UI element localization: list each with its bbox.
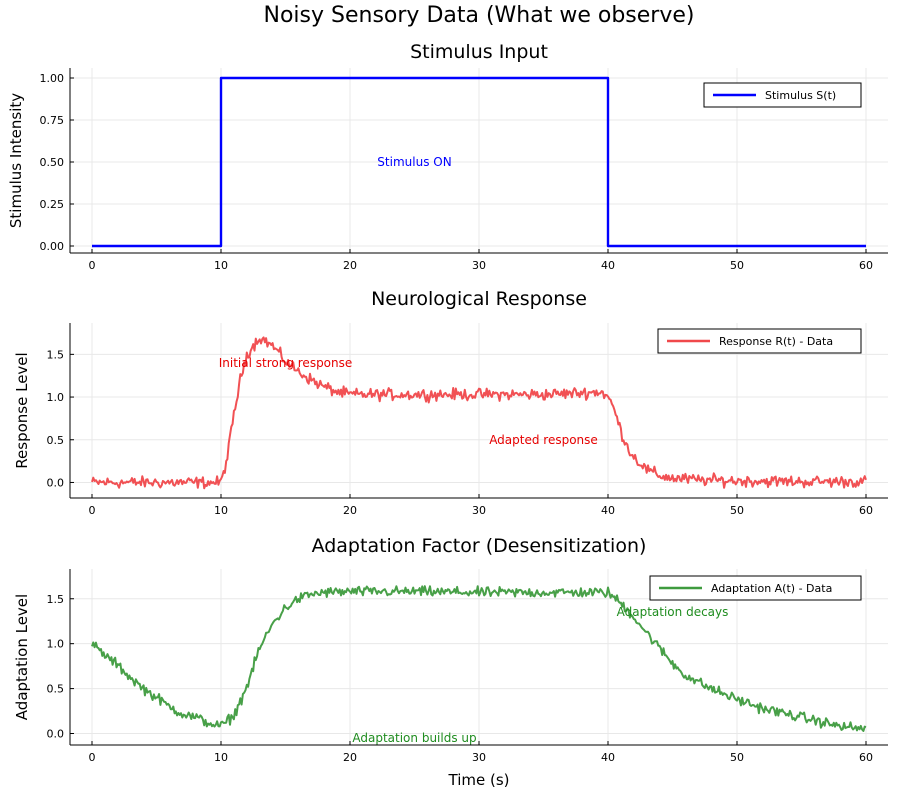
y-tick-label: 0.50 (40, 156, 65, 169)
y-tick-label: 0.00 (40, 240, 65, 253)
y-tick-label: 1.5 (47, 593, 65, 606)
x-tick-label: 0 (89, 259, 96, 272)
y-tick-label: 0.0 (47, 476, 65, 489)
x-tick-label: 10 (214, 751, 228, 764)
annotation: Adapted response (489, 433, 598, 447)
x-tick-label: 60 (859, 504, 873, 517)
y-tick-label: 1.00 (40, 72, 65, 85)
y-axis-label-response: Response Level (13, 352, 31, 468)
series-line-adaptation (91, 585, 867, 732)
legend-label-adaptation: Adaptation A(t) - Data (711, 582, 832, 595)
legend-label-stimulus: Stimulus S(t) (765, 89, 836, 102)
x-tick-label: 50 (730, 259, 744, 272)
x-tick-label: 0 (89, 751, 96, 764)
x-tick-label: 20 (343, 259, 357, 272)
series-line-response (91, 336, 867, 490)
x-tick-label: 60 (859, 259, 873, 272)
x-tick-label: 40 (601, 751, 615, 764)
panel-title-adaptation: Adaptation Factor (Desensitization) (312, 535, 647, 557)
panel-title-response: Neurological Response (371, 288, 587, 310)
y-tick-label: 0.5 (47, 683, 65, 696)
x-tick-label: 50 (730, 504, 744, 517)
y-tick-label: 0.25 (40, 198, 65, 211)
y-axis-label-adaptation: Adaptation Level (13, 594, 31, 720)
x-tick-label: 10 (214, 504, 228, 517)
annotation: Stimulus ON (377, 155, 451, 169)
x-tick-label: 10 (214, 259, 228, 272)
panel-stimulus: Stimulus Input 0 10 20 30 40 50 60 0.00 0.25 0.50 0… (7, 41, 888, 272)
y-tick-label: 0.0 (47, 728, 65, 741)
panel-title-stimulus: Stimulus Input (410, 41, 548, 63)
annotation: Initial strong response (219, 356, 353, 370)
x-tick-label: 50 (730, 751, 744, 764)
annotation: Adaptation builds up (352, 731, 476, 745)
x-tick-label: 20 (343, 751, 357, 764)
y-axis-label-stimulus: Stimulus Intensity (7, 93, 25, 228)
panel-adaptation: Adaptation Factor (Desensitization) 0 10 20… (13, 535, 888, 764)
x-tick-label: 30 (472, 259, 486, 272)
y-tick-label: 0.75 (40, 114, 65, 127)
panel-response: Neurological Response 0 10 20 30 40 50 60 0.0 0.5… (13, 288, 888, 517)
x-tick-label: 40 (601, 504, 615, 517)
legend-label-response: Response R(t) - Data (719, 335, 833, 348)
y-tick-label: 1.5 (47, 348, 65, 361)
annotation: Adaptation decays (617, 605, 729, 619)
y-tick-label: 1.0 (47, 391, 65, 404)
figure-title: Noisy Sensory Data (What we observe) (264, 3, 695, 28)
x-tick-label: 60 (859, 751, 873, 764)
y-tick-label: 1.0 (47, 638, 65, 651)
series-line-stimulus (92, 76, 866, 248)
x-tick-label: 30 (472, 504, 486, 517)
x-tick-label: 30 (472, 751, 486, 764)
x-axis-label: Time (s) (448, 771, 510, 789)
y-tick-label: 0.5 (47, 434, 65, 447)
x-tick-label: 40 (601, 259, 615, 272)
x-tick-label: 20 (343, 504, 357, 517)
x-tick-label: 0 (89, 504, 96, 517)
